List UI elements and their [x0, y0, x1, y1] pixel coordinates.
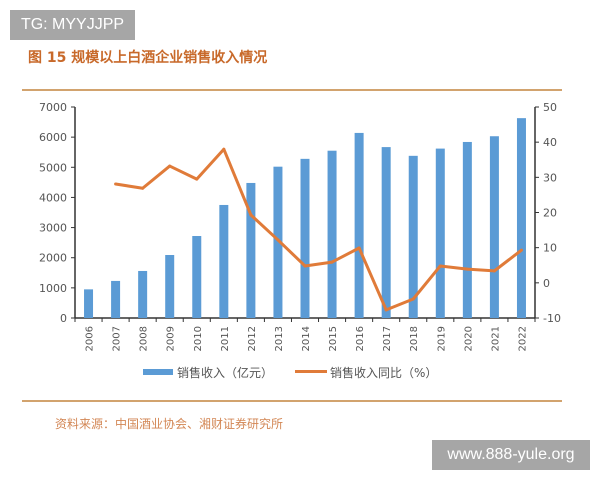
bar-2006 [84, 289, 94, 318]
x-tick-label: 2006 [85, 326, 96, 351]
bar-2010 [192, 236, 202, 318]
x-tick-label: 2021 [490, 326, 501, 351]
growth-point-2010 [195, 177, 199, 181]
x-tick-label: 2018 [409, 326, 420, 351]
right-tick-label: 20 [543, 207, 557, 220]
growth-point-2016 [357, 246, 361, 250]
x-tick-label: 2011 [220, 326, 231, 351]
x-tick-label: 2020 [463, 326, 474, 351]
bar-2019 [435, 148, 445, 318]
right-tick-label: 50 [543, 101, 557, 114]
growth-point-2011 [222, 147, 226, 151]
chart: 0 1000 2000 3000 4000 5000 6000 7000 -10 0 10 20 30 4… [39, 101, 561, 380]
x-tick-label: 2015 [328, 326, 339, 351]
x-tick-label: 2019 [436, 326, 447, 351]
legend-bar-label: 销售收入（亿元） [177, 365, 273, 380]
legend-line-swatch [295, 370, 327, 373]
right-tick-label: -10 [543, 312, 561, 325]
left-tick-label: 5000 [39, 161, 67, 174]
growth-point-2007 [114, 182, 118, 186]
growth-point-2014 [303, 264, 307, 268]
growth-point-2009 [168, 164, 172, 168]
bar-2016 [354, 132, 364, 318]
left-tick-label: 1000 [39, 282, 67, 295]
right-tick-label: 30 [543, 171, 557, 184]
right-tick-label: 0 [543, 277, 550, 290]
watermark-bottom-right: www.888-yule.org [432, 440, 590, 470]
bar-2015 [327, 150, 337, 318]
left-tick-label: 6000 [39, 131, 67, 144]
legend-bar-swatch [143, 369, 173, 375]
growth-point-2012 [249, 213, 253, 217]
left-tick-label: 3000 [39, 222, 67, 235]
right-tick-label: 40 [543, 136, 557, 149]
growth-point-2019 [438, 264, 442, 268]
growth-point-2018 [411, 297, 415, 301]
bar-2018 [408, 155, 418, 318]
bar-2011 [219, 204, 229, 318]
growth-line [115, 147, 523, 312]
x-tick-label: 2014 [301, 326, 312, 351]
growth-point-2008 [141, 186, 145, 190]
x-tick-label: 2012 [247, 326, 258, 351]
bar-2020 [462, 141, 472, 318]
bar-2022 [516, 118, 526, 318]
bar-2013 [273, 166, 283, 318]
growth-point-2017 [384, 308, 388, 312]
x-tick-label: 2013 [274, 326, 285, 351]
left-tick-label: 4000 [39, 191, 67, 204]
x-tick-label: 2009 [166, 326, 177, 351]
growth-point-2015 [330, 260, 334, 264]
growth-point-2021 [492, 269, 496, 273]
x-tick-label: 2007 [112, 326, 123, 351]
source-note: 资料来源：中国酒业协会、湘财证券研究所 [55, 417, 284, 431]
chart-title: 图 15 规模以上白酒企业销售收入情况 [28, 50, 268, 66]
growth-point-2013 [276, 238, 280, 242]
right-tick-label: 10 [543, 242, 557, 255]
x-tick-label: 2008 [139, 326, 150, 351]
bar-2017 [381, 147, 391, 318]
watermark-top-left: TG: MYYJJPP [10, 10, 135, 40]
left-tick-label: 2000 [39, 252, 67, 265]
bar-2009 [165, 255, 175, 318]
x-tick-label: 2017 [382, 326, 393, 351]
x-tick-label: 2010 [193, 326, 204, 351]
growth-point-2020 [465, 267, 469, 271]
bar-2012 [246, 182, 256, 318]
legend-line-label: 销售收入同比（%） [330, 365, 437, 380]
bar-2008 [138, 270, 148, 318]
top-divider [22, 89, 562, 91]
bar-2021 [489, 136, 499, 318]
x-tick-label: 2022 [517, 326, 528, 351]
left-tick-label: 7000 [39, 101, 67, 114]
growth-point-2022 [519, 248, 523, 252]
bar-2007 [111, 280, 121, 318]
bottom-divider [22, 400, 562, 402]
x-tick-label: 2016 [355, 326, 366, 351]
left-tick-label: 0 [60, 312, 67, 325]
bar-2014 [300, 158, 310, 318]
